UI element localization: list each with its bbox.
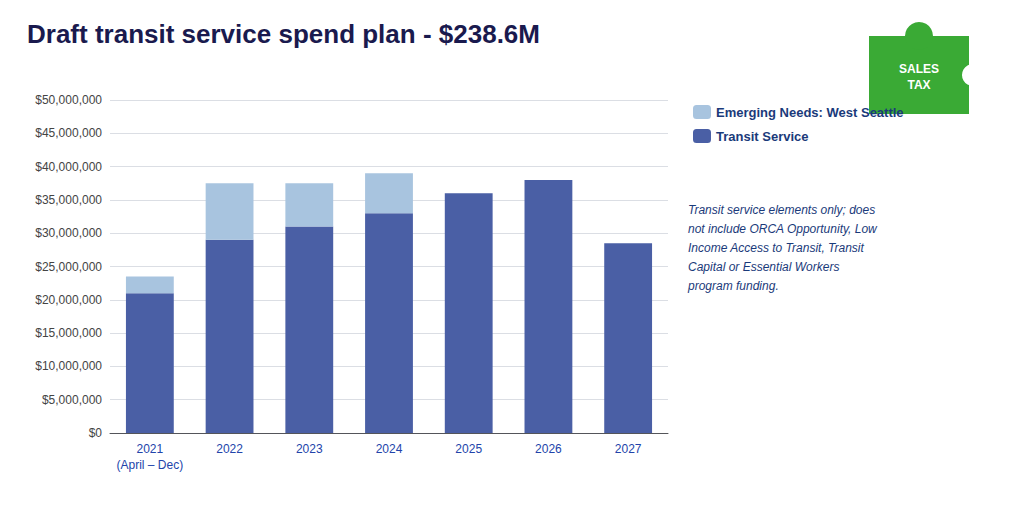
svg-text:$45,000,000: $45,000,000 [35, 126, 102, 140]
svg-text:2024: 2024 [376, 442, 403, 456]
svg-text:Draft transit service spend pl: Draft transit service spend plan - $238.… [27, 19, 540, 49]
svg-text:$25,000,000: $25,000,000 [35, 260, 102, 274]
svg-text:SALES: SALES [899, 62, 939, 76]
svg-text:$15,000,000: $15,000,000 [35, 326, 102, 340]
svg-text:2026: 2026 [535, 442, 562, 456]
svg-text:$30,000,000: $30,000,000 [35, 226, 102, 240]
svg-text:Capital or Essential Workers: Capital or Essential Workers [688, 260, 839, 274]
svg-text:2027: 2027 [615, 442, 642, 456]
svg-text:Transit Service: Transit Service [716, 129, 809, 144]
svg-text:program funding.: program funding. [687, 279, 779, 293]
svg-text:$40,000,000: $40,000,000 [35, 160, 102, 174]
svg-text:2023: 2023 [296, 442, 323, 456]
svg-text:2025: 2025 [455, 442, 482, 456]
svg-text:Income Access to Transit, Tran: Income Access to Transit, Transit [688, 241, 864, 255]
svg-text:not include ORCA Opportunity,: not include ORCA Opportunity, Low [688, 222, 878, 236]
svg-text:$5,000,000: $5,000,000 [42, 393, 102, 407]
svg-text:$20,000,000: $20,000,000 [35, 293, 102, 307]
svg-text:$0: $0 [89, 426, 103, 440]
svg-text:$50,000,000: $50,000,000 [35, 93, 102, 107]
svg-text:$10,000,000: $10,000,000 [35, 359, 102, 373]
svg-text:2022: 2022 [216, 442, 243, 456]
svg-text:Emerging Needs: West Seattle: Emerging Needs: West Seattle [716, 105, 904, 120]
svg-text:(April – Dec): (April – Dec) [117, 458, 184, 472]
svg-text:TAX: TAX [907, 78, 930, 92]
svg-text:2021: 2021 [137, 442, 164, 456]
svg-text:Transit service elements only;: Transit service elements only; does [688, 203, 875, 217]
svg-text:$35,000,000: $35,000,000 [35, 193, 102, 207]
